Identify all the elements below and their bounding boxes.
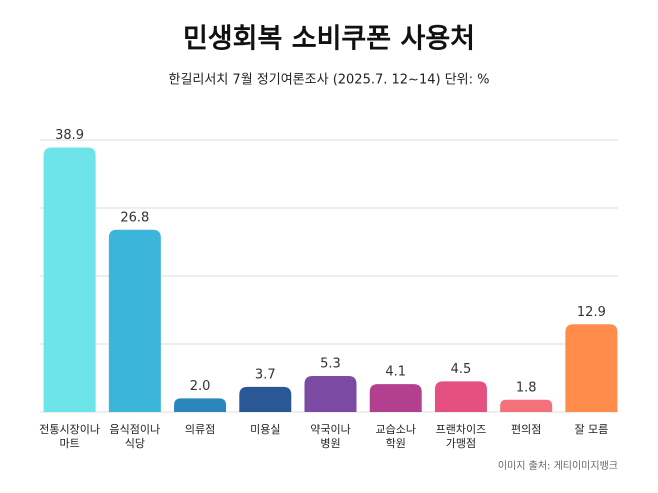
chart-subtitle: 한길리서치 7월 정기여론조사 (2025.7. 12~14) 단위: % bbox=[169, 73, 490, 88]
bar bbox=[369, 384, 422, 412]
x-tick-label: 교습소나 학원 bbox=[375, 423, 416, 450]
x-tick-label: 음식점이나 식당 bbox=[109, 423, 161, 450]
bar bbox=[565, 324, 618, 412]
bar bbox=[500, 399, 553, 412]
value-label: 4.5 bbox=[451, 362, 472, 377]
bar bbox=[434, 381, 487, 412]
bar bbox=[174, 398, 227, 412]
value-label: 4.1 bbox=[385, 365, 406, 380]
value-label: 26.8 bbox=[120, 210, 149, 225]
value-label: 2.0 bbox=[190, 379, 211, 394]
chart-title: 민생회복 소비쿠폰 사용처 bbox=[183, 24, 475, 55]
x-tick-label: 미용실 bbox=[250, 423, 281, 436]
x-tick-label: 약국이나 병원 bbox=[310, 423, 351, 450]
value-label: 12.9 bbox=[577, 305, 606, 320]
x-tick-label: 프랜차이즈 가맹점 bbox=[435, 423, 487, 450]
source-note: 이미지 출처: 게티이미지뱅크 bbox=[498, 460, 618, 472]
x-tick-label: 편의점 bbox=[510, 423, 542, 436]
value-label: 38.9 bbox=[55, 128, 84, 143]
x-tick-label: 잘 모름 bbox=[574, 423, 609, 436]
bar bbox=[239, 386, 292, 412]
bar bbox=[108, 229, 161, 412]
bar bbox=[43, 147, 96, 413]
value-label: 3.7 bbox=[255, 367, 276, 382]
x-tick-label: 의류점 bbox=[184, 423, 216, 436]
bar bbox=[304, 375, 357, 412]
value-label: 1.8 bbox=[516, 380, 537, 395]
value-label: 5.3 bbox=[320, 356, 341, 371]
x-tick-label: 전통시장이나 마트 bbox=[39, 423, 100, 450]
